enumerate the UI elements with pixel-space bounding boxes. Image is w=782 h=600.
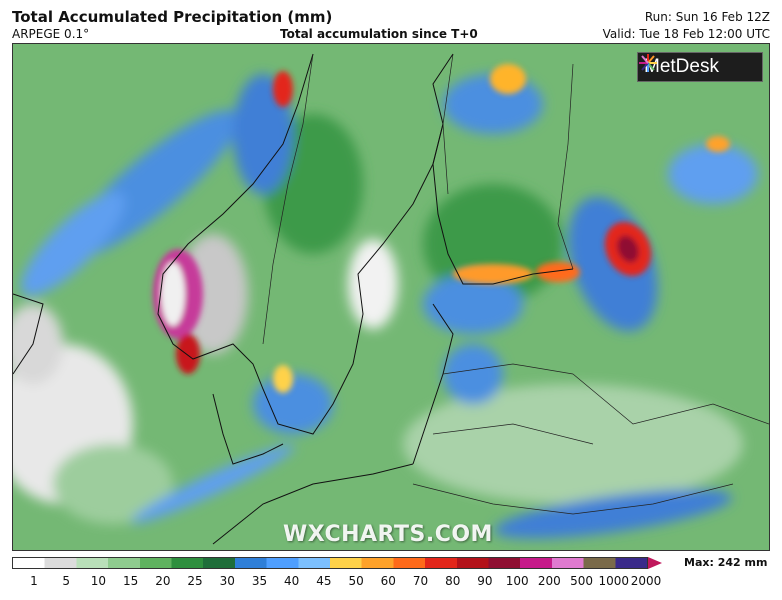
precip-band-denmark bbox=[131, 444, 295, 524]
watermark: WXCHARTS.COM bbox=[283, 522, 493, 547]
legend-max-value: Max: 242 mm bbox=[684, 556, 768, 569]
precip-band-southeast bbox=[494, 489, 732, 539]
extreme-core-norway bbox=[161, 262, 185, 326]
map-canvas bbox=[13, 44, 769, 550]
legend-tick-label: 35 bbox=[251, 574, 268, 588]
legend-tick-label: 5 bbox=[62, 574, 71, 588]
metdesk-logo: MetDesk bbox=[637, 52, 763, 82]
legend-tick-label: 40 bbox=[284, 574, 300, 588]
precip-band-baltics bbox=[443, 344, 503, 404]
map-title: Total Accumulated Precipitation (mm) bbox=[12, 8, 333, 26]
legend-tick-label: 2000 bbox=[630, 574, 662, 588]
coastlines bbox=[13, 53, 574, 545]
heavy-core-gulf-of-finland bbox=[453, 264, 533, 284]
latvia-lithuania-border bbox=[432, 423, 594, 445]
south-baltic-coastline bbox=[212, 463, 414, 545]
legend-tick-label: 60 bbox=[380, 574, 396, 588]
legend-tick-label: 25 bbox=[187, 574, 203, 588]
denmark-coastline bbox=[212, 393, 284, 465]
legend-tick-label: 15 bbox=[122, 574, 139, 588]
map-subtitle: Total accumulation since T+0 bbox=[280, 27, 478, 41]
run-time: Run: Sun 16 Feb 12Z bbox=[644, 10, 770, 24]
heavy-core-norway-south bbox=[176, 334, 200, 374]
legend-tick-label: 70 bbox=[412, 574, 429, 588]
baltic-coastline bbox=[412, 303, 454, 465]
legend-tick-label: 45 bbox=[316, 574, 332, 588]
legend-tick-label: 20 bbox=[155, 574, 171, 588]
finland-coastline bbox=[432, 123, 574, 285]
legend-tick-label: 50 bbox=[348, 574, 364, 588]
russia-belarus-border bbox=[572, 373, 769, 425]
legend-tick-label: 200 bbox=[537, 574, 561, 588]
precipitation-map: MetDesk WXCHARTS.COM bbox=[12, 43, 770, 551]
legend-tick-label: 90 bbox=[477, 574, 493, 588]
heavy-core-norway-north bbox=[273, 71, 293, 107]
legend-tick-label: 1 bbox=[30, 574, 38, 588]
precip-field bbox=[13, 74, 758, 539]
sweden-finland-border bbox=[442, 53, 454, 195]
light-precip-area-southwest bbox=[53, 444, 173, 524]
logo-text: MetDesk bbox=[644, 56, 719, 77]
precip-band-sweden-south bbox=[253, 374, 333, 434]
scandinavia-coastline bbox=[157, 53, 454, 435]
low-precip-area-northwest bbox=[13, 304, 63, 384]
legend-tick-label: 100 bbox=[505, 574, 529, 588]
country-borders bbox=[262, 53, 769, 515]
legend-tick-label: 10 bbox=[90, 574, 107, 588]
legend-tick-label: 500 bbox=[570, 574, 594, 588]
estonia-latvia-border bbox=[442, 363, 574, 375]
heavy-core-north bbox=[490, 64, 526, 94]
poland-belarus-border bbox=[412, 483, 734, 515]
low-precip-area-sweden bbox=[348, 239, 398, 329]
precip-band-northeast bbox=[668, 144, 758, 204]
legend-tick-label: 1000 bbox=[598, 574, 630, 588]
extreme-core-russia bbox=[617, 235, 639, 263]
heavy-core-gulf-east bbox=[536, 262, 580, 282]
legend-tick-label: 80 bbox=[445, 574, 461, 588]
moderate-core-northeast bbox=[706, 136, 730, 152]
scotland-coastline bbox=[13, 293, 44, 375]
valid-time: Valid: Tue 18 Feb 12:00 UTC bbox=[602, 27, 770, 41]
legend-color-bar bbox=[12, 557, 648, 569]
legend: Max: 242 mm 1 5 10 15 20 25 30 35 40 45 50 60 70 80 90… bbox=[12, 556, 770, 596]
finland-russia-border bbox=[557, 63, 574, 270]
low-precip-area-east bbox=[403, 384, 743, 504]
legend-tick-label: 30 bbox=[219, 574, 235, 588]
legend-arrow bbox=[648, 557, 662, 569]
model-name: ARPEGE 0.1° bbox=[12, 27, 90, 41]
norway-sweden-border bbox=[262, 53, 314, 345]
moderate-core-sweden-south bbox=[273, 365, 293, 393]
precip-band-finland-south bbox=[423, 274, 523, 334]
metdesk-starburst-icon bbox=[639, 54, 657, 72]
precip-band-atlantic-west bbox=[21, 192, 125, 296]
